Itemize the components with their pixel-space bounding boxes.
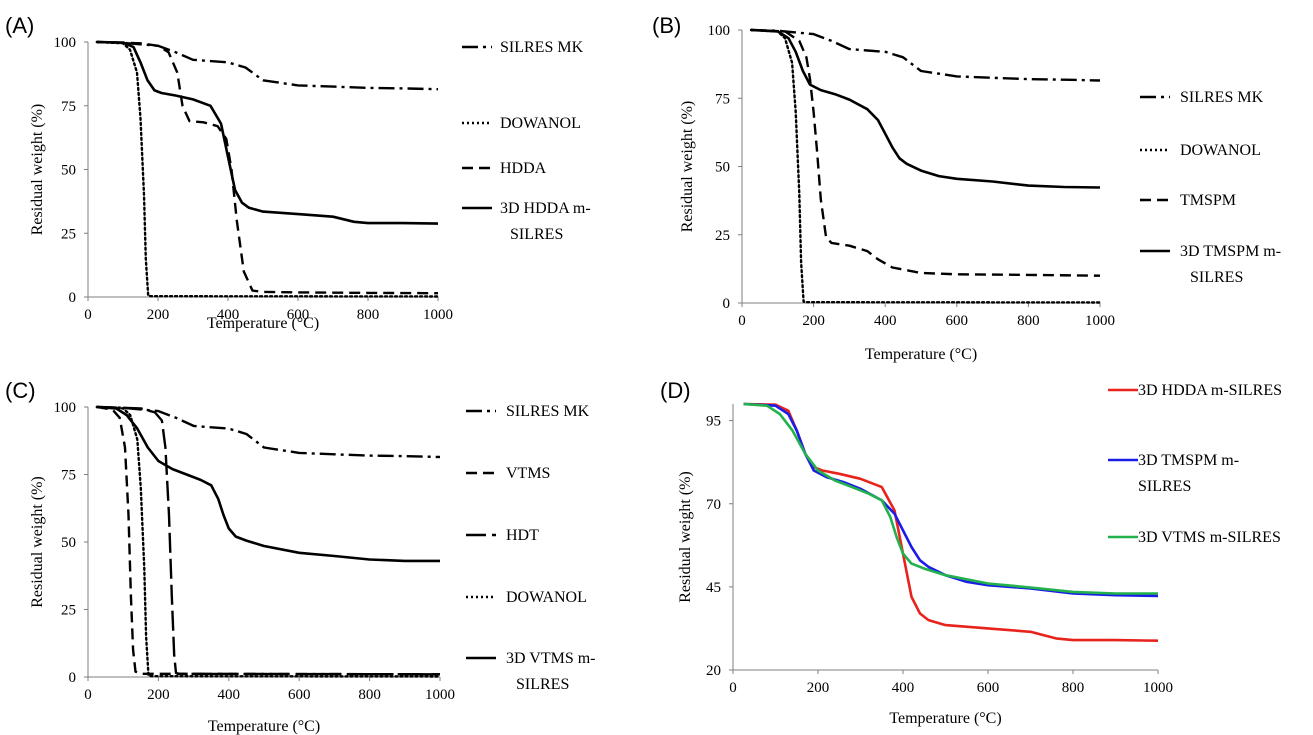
x-tick-label: 1000 [1085,313,1115,329]
legend-entry-label: 3D HDDA m-SILRES [1138,382,1282,399]
y-tick-label: 100 [54,35,77,51]
y-tick-label: 25 [61,226,76,242]
legend-entry-label: 3D VTMS m-SILRES [1138,529,1281,546]
panel-letter: (B) [652,13,681,38]
series-line-dowanol [95,405,442,678]
y-tick-label: 75 [61,468,76,484]
x-tick-label: 200 [147,307,170,323]
y-tick-label: 50 [61,535,76,551]
x-tick-label: 0 [84,307,92,323]
x-tick-label: 600 [946,313,969,329]
legend-entry-label: SILRES MK [1180,89,1264,106]
y-tick-label: 0 [723,296,731,312]
x-axis-title: Temperature (°C) [208,718,320,735]
panel-letter: (D) [660,378,691,403]
x-tick-label: 400 [218,687,241,703]
x-tick-label: 1000 [1143,680,1173,696]
x-axis-title: Temperature (°C) [889,710,1001,727]
y-tick-label: 100 [708,23,731,39]
y-tick-label: 100 [54,400,77,416]
series-line-3d-tmspm-m-silres [750,28,1101,189]
y-axis-title: Residual weight (%) [29,476,46,608]
x-tick-label: 1000 [425,687,455,703]
chart-panel-1: (A) 0 200 400 600 800 1000 0 25 50 75 100 Temperatur… [5,13,591,332]
x-axis-title: Temperature (°C) [207,315,319,332]
y-tick-label: 95 [706,414,721,430]
x-tick-label: 800 [357,307,380,323]
y-tick-label: 70 [706,497,721,513]
x-tick-label: 0 [729,680,737,696]
legend-entry-label: VTMS [506,465,550,482]
y-axis-title: Residual weight (%) [679,101,696,233]
series-line-dowanol [95,40,440,298]
x-tick-label: 800 [358,687,381,703]
series-line-silres-mk [96,40,439,91]
series-line-3d-hdda-m-silres [96,40,439,225]
legend-entry-label: 3D TMSPM m-SILRES [1138,452,1239,495]
x-axis-title: Temperature (°C) [865,346,977,363]
y-tick-label: 75 [61,99,76,115]
y-tick-label: 50 [715,160,730,176]
legend-entry-label: 3D TMSPM m-SILRES [1180,243,1281,286]
legend-entry-label: HDT [506,527,539,544]
x-tick-label: 600 [288,687,311,703]
x-tick-label: 0 [84,687,92,703]
legend-entry-label: DOWANOL [500,115,581,132]
y-tick-label: 75 [715,91,730,107]
x-tick-label: 400 [892,680,915,696]
legend: SILRES MK VTMS HDT DOWANOL 3D VTMS m-SILRES [466,403,596,693]
x-tick-label: 400 [874,313,897,329]
legend-entry-label: 3D HDDA m-SILRES [500,200,591,243]
series-line-hdt [96,405,441,676]
y-tick-label: 45 [706,580,721,596]
y-tick-label: 25 [61,603,76,619]
legend: SILRES MK DOWANOL HDDA 3D HDDA m-SILRES [462,39,591,243]
series-line-silres-mk [750,28,1101,82]
legend-entry-label: SILRES MK [506,403,590,420]
series-line-3d-vtms-m-silres [96,405,440,563]
x-tick-label: 1000 [423,307,453,323]
series-line-vtms [96,405,441,676]
y-axis-title: Residual weight (%) [677,471,694,603]
x-tick-label: 200 [807,680,830,696]
series-line-3d-hdda-m-silres [743,402,1159,642]
legend-entry-label: SILRES MK [500,39,584,56]
y-axis-title: Residual weight (%) [29,104,46,236]
chart-panel-4: (D) 0 200 400 600 800 1000 20 45 70 95 Temperature … [660,378,1282,727]
series-line-tmspm [750,28,1101,277]
legend-entry-label: DOWANOL [1180,142,1261,159]
panel-letter: (C) [5,378,36,403]
chart-panel-3: (C) 0 200 400 600 800 1000 0 25 50 75 100 Temperatur… [5,378,596,735]
legend: 3D HDDA m-SILRES 3D TMSPM m-SILRES 3D VTMS… [1108,382,1282,546]
y-tick-label: 0 [69,290,77,306]
y-tick-label: 50 [61,163,76,179]
legend-entry-label: TMSPM [1180,192,1236,209]
x-tick-label: 200 [147,687,170,703]
series-line-3d-vtms-m-silres [743,402,1158,595]
series-line-silres-mk [96,405,441,459]
series-line-3d-tmspm-m-silres [743,402,1159,598]
y-tick-label: 25 [715,228,730,244]
y-tick-label: 0 [69,670,77,686]
x-tick-label: 400 [217,307,240,323]
legend-entry-label: DOWANOL [506,589,587,606]
legend: SILRES MK DOWANOL TMSPM 3D TMSPM m-SILRES [1140,89,1281,286]
x-tick-label: 800 [1017,313,1040,329]
x-tick-label: 800 [1062,680,1085,696]
legend-entry-label: HDDA [500,160,547,177]
panel-letter: (A) [5,13,34,38]
x-tick-label: 600 [977,680,1000,696]
series-line-hdda [96,40,439,295]
chart-panel-2: (B) 0 200 400 600 800 1000 0 25 50 75 100 Temperatur… [652,13,1281,363]
x-tick-label: 600 [287,307,310,323]
x-tick-label: 200 [802,313,825,329]
y-tick-label: 20 [706,663,721,679]
x-tick-label: 0 [738,313,746,329]
legend-entry-label: 3D VTMS m-SILRES [506,650,596,693]
